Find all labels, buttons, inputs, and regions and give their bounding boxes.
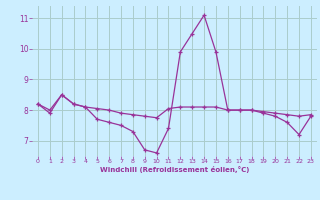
X-axis label: Windchill (Refroidissement éolien,°C): Windchill (Refroidissement éolien,°C) <box>100 166 249 173</box>
